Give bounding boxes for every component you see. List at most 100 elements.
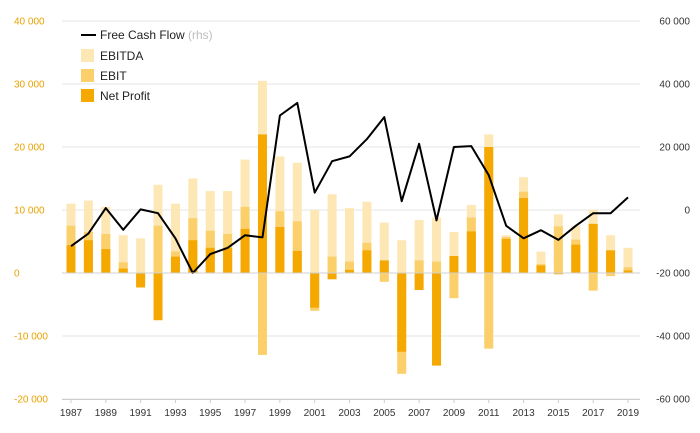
- x-tick-label: 2009: [443, 408, 466, 419]
- ebit-bar: [588, 273, 598, 291]
- net-profit-bar: [623, 270, 633, 273]
- y-tick-label-right: -60 000: [656, 395, 690, 406]
- net-profit-bar: [362, 250, 372, 273]
- ebitda-bar: [414, 220, 424, 273]
- x-tick-label: 1993: [164, 408, 187, 419]
- ebitda-bar: [118, 235, 128, 273]
- legend-ebit-swatch: [81, 69, 94, 82]
- ebit-bar: [345, 261, 354, 273]
- legend-net-profit-swatch: [81, 89, 94, 102]
- x-tick-label: 2007: [408, 408, 431, 419]
- y-tick-label-left: 0: [14, 269, 20, 280]
- y-tick-label-left: 40 000: [14, 17, 45, 28]
- ebit-bar: [414, 260, 424, 273]
- y-tick-label-right: -20 000: [656, 269, 690, 280]
- ebit-bar: [623, 267, 633, 273]
- tick-labels: 40 000 30 000 20 000 10 000 0 -10 000 -20 000 6…: [14, 17, 690, 420]
- net-profit-bar: [606, 250, 616, 273]
- x-tick-label: 1999: [269, 408, 292, 419]
- ebit-bar: [292, 221, 302, 273]
- fcf-line: [70, 101, 629, 274]
- net-profit-bar: [466, 231, 476, 273]
- x-tick-label: 1987: [60, 408, 83, 419]
- x-tick-label: 2019: [617, 408, 640, 419]
- ebit-bar: [118, 262, 128, 273]
- ebitda-bar: [379, 222, 389, 273]
- ebitda-bar: [327, 194, 337, 273]
- net-profit-bar: [170, 256, 180, 273]
- net-profit-bar: [571, 244, 581, 273]
- ebitda-bar: [310, 210, 320, 273]
- y-tick-label-left: 20 000: [14, 143, 45, 154]
- ebit-bar: [153, 225, 163, 273]
- ebitda-bar: [136, 238, 146, 273]
- ebitda-bar: [432, 217, 442, 273]
- y-tick-label-left: -10 000: [14, 332, 48, 343]
- legend-fcf-suffix: (rhs): [188, 28, 213, 42]
- net-profit-bar: [257, 134, 267, 273]
- axes: [62, 272, 640, 400]
- net-profit-bar: [66, 245, 76, 273]
- ebit-bar: [484, 273, 494, 349]
- legend: Free Cash Flow (rhs) EBITDA EBIT Net Pro…: [81, 28, 213, 103]
- ebit-bar: [606, 273, 616, 277]
- net-profit-bar: [223, 247, 233, 273]
- ebitda-bar: [397, 240, 407, 273]
- x-tick-label: 2001: [304, 408, 327, 419]
- net-profit-bar: [153, 273, 163, 321]
- net-profit-bar: [553, 273, 563, 275]
- ebit-bar: [449, 273, 459, 299]
- ebitda-bar: [536, 251, 546, 273]
- legend-net-profit-label: Net Profit: [100, 89, 151, 103]
- net-profit-bar: [414, 273, 424, 291]
- net-profit-bar: [136, 273, 146, 288]
- y-tick-label-left: 10 000: [14, 206, 45, 217]
- legend-ebitda-swatch: [81, 49, 94, 62]
- net-profit-bar: [397, 273, 407, 352]
- ebit-bar: [379, 273, 389, 282]
- legend-fcf-label: Free Cash Flow: [100, 28, 185, 42]
- y-tick-label-left: 30 000: [14, 80, 45, 91]
- y-tick-label-right: 20 000: [659, 143, 690, 154]
- ebit-bar: [553, 226, 563, 273]
- net-profit-bar: [327, 273, 337, 280]
- ebit-bar: [327, 256, 337, 273]
- ebitda-bar: [292, 162, 302, 273]
- net-profit-bar: [83, 240, 93, 273]
- net-profit-bar: [379, 260, 389, 273]
- net-profit-bar: [536, 265, 546, 273]
- legend-ebit-label: EBIT: [100, 69, 127, 83]
- y-tick-label-right: 40 000: [659, 80, 690, 91]
- x-tick-label: 1997: [234, 408, 257, 419]
- ebit-bar: [432, 261, 442, 273]
- legend-ebitda-label: EBITDA: [100, 49, 143, 63]
- ebitda-bar: [362, 201, 372, 273]
- net-profit-bar: [240, 228, 250, 273]
- ebit-bar: [257, 273, 267, 355]
- x-tick-label: 1991: [130, 408, 153, 419]
- y-tick-label-right: 0: [684, 206, 690, 217]
- x-tick-label: 2013: [512, 408, 535, 419]
- net-profit-bar: [188, 240, 198, 273]
- net-profit-bar: [588, 223, 598, 273]
- net-profit-bar: [501, 238, 511, 273]
- x-tick-label: 1995: [199, 408, 222, 419]
- net-profit-bar: [519, 198, 529, 273]
- net-profit-bar: [345, 269, 354, 273]
- x-tick-label: 2003: [338, 408, 361, 419]
- x-tick-label: 2017: [582, 408, 605, 419]
- net-profit-bar: [118, 268, 128, 273]
- y-tick-label-left: -20 000: [14, 395, 48, 406]
- net-profit-bar: [205, 247, 215, 273]
- ebitda-bar: [449, 232, 459, 273]
- net-profit-bar: [292, 250, 302, 273]
- y-tick-label-right: -40 000: [656, 332, 690, 343]
- x-tick-label: 2011: [478, 408, 500, 419]
- net-profit-bar: [449, 255, 459, 273]
- net-profit-bar: [432, 273, 442, 366]
- ebitda-bar: [223, 191, 233, 273]
- ebitda-bar: [345, 208, 354, 273]
- net-profit-bar: [484, 147, 494, 273]
- x-tick-label: 2005: [373, 408, 396, 419]
